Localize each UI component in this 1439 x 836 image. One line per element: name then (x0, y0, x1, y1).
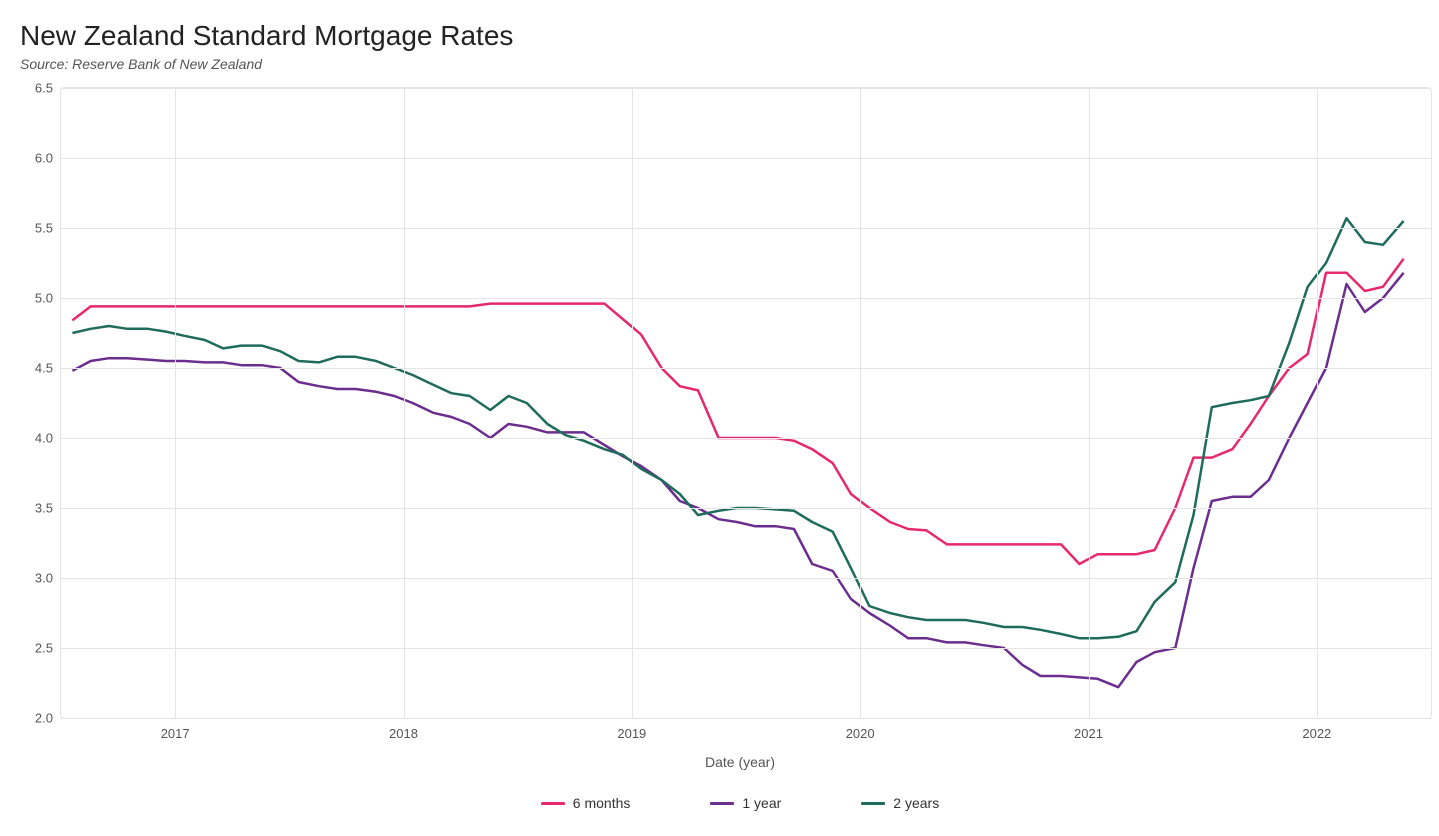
gridline-h (61, 158, 1431, 159)
legend-item: 2 years (861, 795, 939, 811)
gridline-h (61, 718, 1431, 719)
gridline-h (61, 298, 1431, 299)
y-tick-label: 2.0 (35, 711, 61, 726)
chart-container: New Zealand Standard Mortgage Rates Sour… (20, 20, 1420, 816)
legend-label: 2 years (893, 795, 939, 811)
gridline-v (1317, 88, 1318, 718)
gridline-v (175, 88, 176, 718)
series-line-1-year (72, 273, 1403, 687)
gridline-v (1089, 88, 1090, 718)
x-tick-label: 2022 (1302, 718, 1331, 741)
gridline-h (61, 368, 1431, 369)
gridline-h (61, 228, 1431, 229)
series-line-2-years (72, 218, 1403, 638)
gridline-h (61, 88, 1431, 89)
x-axis-title: Date (year) (60, 754, 1420, 770)
x-tick-label: 2018 (389, 718, 418, 741)
y-tick-label: 3.0 (35, 571, 61, 586)
legend-label: 6 months (573, 795, 631, 811)
legend-item: 6 months (541, 795, 631, 811)
gridline-v (404, 88, 405, 718)
x-tick-label: 2019 (617, 718, 646, 741)
x-tick-label: 2017 (161, 718, 190, 741)
gridline-v (860, 88, 861, 718)
gridline-h (61, 438, 1431, 439)
y-tick-label: 6.0 (35, 151, 61, 166)
x-tick-label: 2021 (1074, 718, 1103, 741)
gridline-h (61, 508, 1431, 509)
chart-title: New Zealand Standard Mortgage Rates (20, 20, 1420, 52)
chart-subtitle: Source: Reserve Bank of New Zealand (20, 56, 1420, 72)
legend: 6 months 1 year 2 years (60, 795, 1420, 811)
y-tick-label: 4.5 (35, 361, 61, 376)
chart-lines-svg (61, 88, 1431, 718)
legend-swatch (710, 802, 734, 805)
legend-item: 1 year (710, 795, 781, 811)
y-tick-label: 6.5 (35, 81, 61, 96)
plot-area: 2.02.53.03.54.04.55.05.56.06.52017201820… (60, 87, 1432, 719)
x-tick-label: 2020 (846, 718, 875, 741)
y-tick-label: 2.5 (35, 641, 61, 656)
legend-swatch (541, 802, 565, 805)
gridline-h (61, 578, 1431, 579)
legend-label: 1 year (742, 795, 781, 811)
gridline-v (632, 88, 633, 718)
y-tick-label: 3.5 (35, 501, 61, 516)
y-tick-label: 5.5 (35, 221, 61, 236)
legend-swatch (861, 802, 885, 805)
y-tick-label: 4.0 (35, 431, 61, 446)
gridline-h (61, 648, 1431, 649)
y-tick-label: 5.0 (35, 291, 61, 306)
series-line-6-months (72, 259, 1403, 564)
